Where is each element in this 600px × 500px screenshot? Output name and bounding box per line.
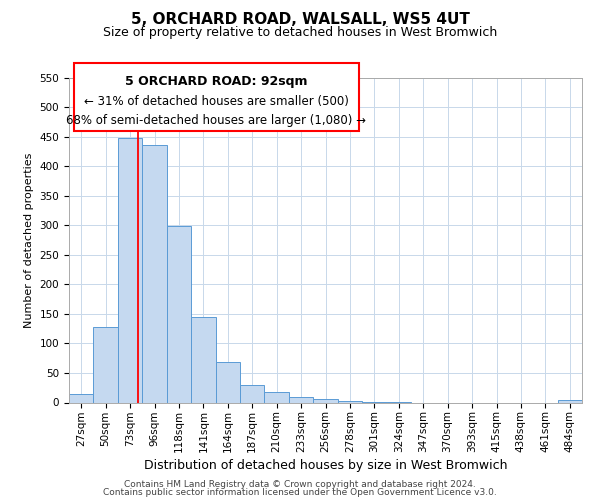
Text: Contains HM Land Registry data © Crown copyright and database right 2024.: Contains HM Land Registry data © Crown c… [124, 480, 476, 489]
Bar [240, 385, 265, 402]
Bar [557, 400, 582, 402]
Bar [289, 396, 313, 402]
Text: Contains public sector information licensed under the Open Government Licence v3: Contains public sector information licen… [103, 488, 497, 497]
Y-axis label: Number of detached properties: Number of detached properties [24, 152, 34, 328]
Bar [69, 394, 94, 402]
Text: ← 31% of detached houses are smaller (500): ← 31% of detached houses are smaller (50… [84, 94, 349, 108]
Bar [167, 226, 191, 402]
Bar [191, 317, 215, 402]
Text: 5 ORCHARD ROAD: 92sqm: 5 ORCHARD ROAD: 92sqm [125, 75, 308, 88]
Bar [142, 146, 167, 402]
FancyBboxPatch shape [74, 63, 359, 131]
X-axis label: Distribution of detached houses by size in West Bromwich: Distribution of detached houses by size … [144, 459, 507, 472]
Bar [313, 399, 338, 402]
Text: 68% of semi-detached houses are larger (1,080) →: 68% of semi-detached houses are larger (… [67, 114, 367, 127]
Text: 5, ORCHARD ROAD, WALSALL, WS5 4UT: 5, ORCHARD ROAD, WALSALL, WS5 4UT [131, 12, 469, 28]
Bar [215, 362, 240, 403]
Bar [118, 138, 142, 402]
Text: Size of property relative to detached houses in West Bromwich: Size of property relative to detached ho… [103, 26, 497, 39]
Bar [94, 327, 118, 402]
Bar [265, 392, 289, 402]
